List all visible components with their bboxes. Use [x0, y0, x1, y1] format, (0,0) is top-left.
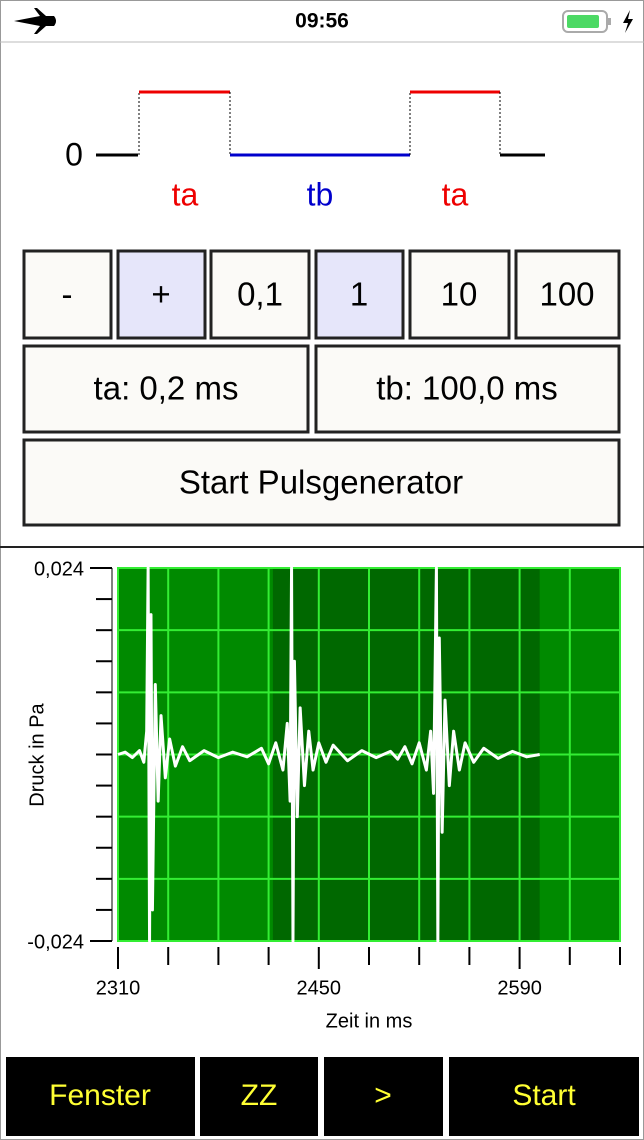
button-label: Start [512, 1079, 576, 1112]
step-button[interactable]: 10 [408, 249, 511, 340]
airplane-icon [14, 8, 56, 34]
battery-icon [562, 10, 633, 33]
start-pulse-button[interactable]: Start Pulsgenerator [22, 438, 621, 527]
button-label: - [62, 276, 73, 313]
y-tick-label: 0,024 [34, 558, 84, 580]
x-tick-label: 2310 [96, 977, 141, 999]
y-tick-label: -0,024 [27, 931, 84, 953]
plus-button[interactable]: + [116, 249, 207, 340]
pulse-label: tb [307, 176, 334, 212]
button-label: ZZ [241, 1079, 278, 1112]
pulse-diagram [96, 90, 545, 157]
zero-label: 0 [65, 136, 83, 172]
button-label: tb: 100,0 ms [376, 370, 558, 407]
x-tick-label: 2450 [297, 977, 342, 999]
step-button[interactable]: 1 [314, 249, 405, 340]
button-label: 100 [539, 276, 594, 313]
button-label: Start Pulsgenerator [179, 464, 463, 501]
clock: 09:56 [295, 10, 349, 33]
button-label: 1 [350, 276, 368, 313]
ta-button[interactable]: ta: 0,2 ms [22, 344, 310, 434]
button-label: ta: 0,2 ms [94, 370, 239, 407]
minus-button[interactable]: - [22, 249, 113, 340]
button-label: 10 [441, 276, 478, 313]
button-label: Fenster [49, 1079, 151, 1112]
y-axis-label: Druck in Pa [26, 702, 48, 806]
pulse-label: ta [172, 176, 199, 212]
step-button[interactable]: 0,1 [209, 249, 311, 340]
signal-line [117, 566, 540, 943]
next-button[interactable]: > [324, 1057, 443, 1136]
fenster-button[interactable]: Fenster [6, 1057, 195, 1136]
step-button[interactable]: 100 [514, 249, 621, 340]
button-label: + [151, 276, 170, 313]
chart: 0,024 -0,024 2310 2450 2590 [27, 558, 621, 999]
button-label: > [374, 1079, 392, 1112]
x-tick-label: 2590 [497, 977, 542, 999]
button-label: 0,1 [237, 276, 283, 313]
pulse-label: ta [442, 176, 469, 212]
tb-button[interactable]: tb: 100,0 ms [314, 344, 621, 434]
x-axis-label: Zeit in ms [326, 1010, 413, 1032]
zz-button[interactable]: ZZ [200, 1057, 318, 1136]
start-button[interactable]: Start [449, 1057, 639, 1136]
